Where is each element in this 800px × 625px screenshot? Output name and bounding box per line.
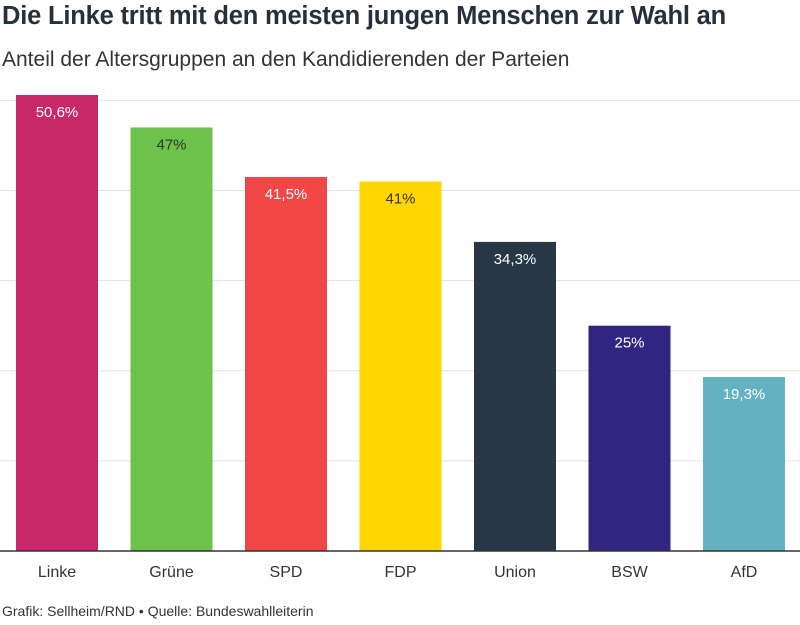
data-label-spd: 41,5% [265,186,308,203]
category-label-bsw: BSW [611,564,648,581]
category-label-gr-ne: Grüne [149,564,194,581]
bar-union [474,241,556,551]
chart-footer: Grafik: Sellheim/RND • Quelle: Bundeswah… [2,603,313,619]
bar-spd [245,177,327,551]
separator-dot: • [138,603,144,619]
chart-title: Die Linke tritt mit den meisten jungen M… [2,2,727,30]
category-label-linke: Linke [38,564,76,581]
data-label-union: 34,3% [494,251,537,268]
data-label-bsw: 25% [614,335,644,352]
category-label-afd: AfD [731,564,758,581]
category-label-fdp: FDP [385,564,417,581]
bars [16,95,785,551]
bar-fdp [359,181,442,551]
category-labels: Linke Grüne SPD FDP Union BSW AfD [38,564,757,581]
data-label-gr-ne: 47% [156,136,186,153]
data-label-linke: 50,6% [36,104,79,121]
bar-afd [703,377,785,551]
source-text: Quelle: Bundeswahlleiterin [147,603,314,619]
data-label-afd: 19,3% [723,386,766,403]
bar-gr-ne [130,127,213,551]
bar-bsw [588,325,671,551]
data-label-fdp: 41% [385,191,415,208]
data-labels: 50,6% 47% 41,5% 41% 34,3% 25% 19,3% [36,104,766,403]
category-label-union: Union [494,564,536,581]
bar-linke [16,95,98,551]
credit-text: Grafik: Sellheim/RND [2,603,136,619]
category-label-spd: SPD [270,564,303,581]
chart-subtitle: Anteil der Altersgruppen an den Kandidie… [2,48,570,71]
